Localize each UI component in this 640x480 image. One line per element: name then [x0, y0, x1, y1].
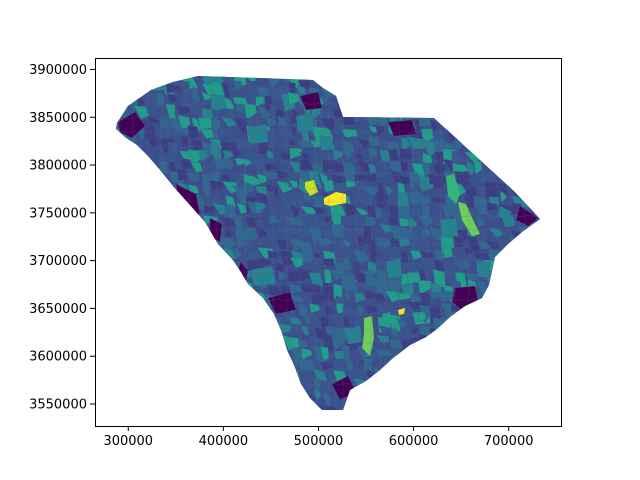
x-tick-label: 700000	[484, 434, 534, 449]
y-tick-label: 3600000	[29, 350, 87, 365]
x-tick-label: 600000	[389, 434, 439, 449]
y-tick-label: 3900000	[29, 63, 87, 78]
y-tick-label: 3750000	[29, 206, 87, 221]
x-tick-label: 400000	[199, 434, 249, 449]
x-tick-label: 500000	[294, 434, 344, 449]
y-tick-label: 3800000	[29, 159, 87, 174]
x-tick-label: 300000	[103, 434, 153, 449]
axes-frame	[95, 58, 562, 427]
y-tick-label: 3850000	[29, 111, 87, 126]
y-tick-label: 3700000	[29, 254, 87, 269]
y-tick-label: 3550000	[29, 398, 87, 413]
x-axis: 300000 400000 500000 600000 700000	[103, 426, 534, 449]
y-axis: 3550000 3600000 3650000 3700000 3750000 38000…	[29, 63, 95, 413]
plot-frame	[95, 58, 562, 427]
y-tick-label: 3650000	[29, 302, 87, 317]
